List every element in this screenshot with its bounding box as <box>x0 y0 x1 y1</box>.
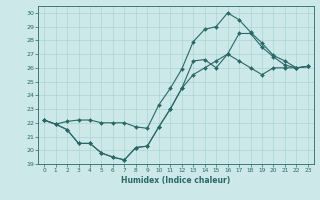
X-axis label: Humidex (Indice chaleur): Humidex (Indice chaleur) <box>121 176 231 185</box>
